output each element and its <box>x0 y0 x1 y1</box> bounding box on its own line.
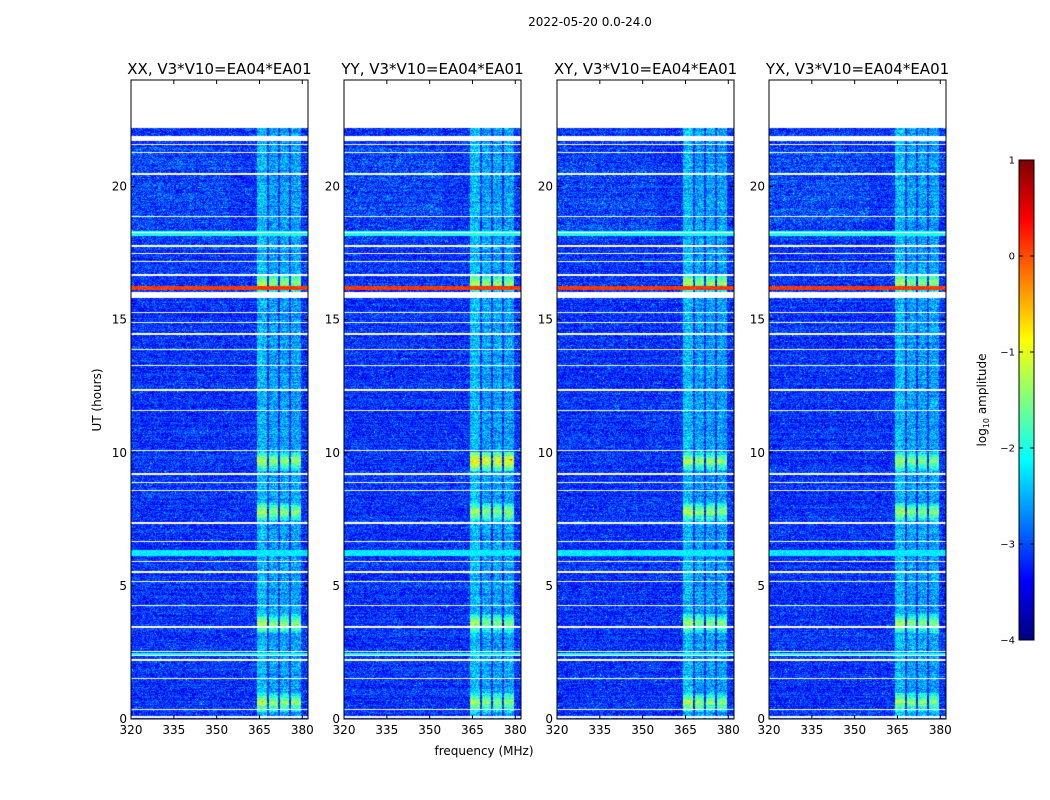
panel-4: YX, V3*V10=EA04*EA01 320 335 350 365 380 0 5 10 1… <box>750 60 952 737</box>
x-tick-label: 320 <box>758 723 781 737</box>
panel-title-2: YY, V3*V10=EA04*EA01 <box>340 60 523 78</box>
x-tick-label: 335 <box>800 723 823 737</box>
spectrogram-image-1 <box>131 80 308 719</box>
y-tick-label: 10 <box>750 446 765 460</box>
x-tick-label: 380 <box>504 723 527 737</box>
panel-frame-1 <box>130 79 309 720</box>
spectrogram-image-4 <box>769 80 946 719</box>
y-tick-label: 0 <box>757 712 765 726</box>
colorbar-scale <box>1018 159 1035 641</box>
y-tick-label: 0 <box>119 712 127 726</box>
panel-title-1: XX, V3*V10=EA04*EA01 <box>127 60 311 78</box>
colorbar-tick-label: −3 <box>1000 540 1015 551</box>
x-tick-label: 365 <box>461 723 484 737</box>
x-tick-label: 335 <box>375 723 398 737</box>
x-tick-label: 350 <box>843 723 866 737</box>
spectrogram-image-3 <box>557 80 734 719</box>
x-tick-label: 335 <box>588 723 611 737</box>
y-tick-label: 20 <box>325 180 340 194</box>
x-tick-label: 350 <box>205 723 228 737</box>
y-tick-label: 5 <box>757 579 765 593</box>
panel-2: YY, V3*V10=EA04*EA01 320 335 350 365 380 0 5 10 1… <box>325 60 527 737</box>
y-tick-label: 10 <box>112 446 127 460</box>
panel-frame-2 <box>343 79 522 720</box>
colorbar-tick-label: −4 <box>1000 636 1015 647</box>
x-axis-label: frequency (MHz) <box>434 744 533 758</box>
panel-frame-3 <box>556 79 735 720</box>
panel-frame-4 <box>768 79 947 720</box>
y-tick-label: 10 <box>538 446 553 460</box>
colorbar-tick-label: −2 <box>1000 444 1015 455</box>
spectrogram-image-2 <box>344 80 521 719</box>
x-tick-label: 380 <box>717 723 740 737</box>
colorbar-tick-label: −1 <box>1000 348 1015 359</box>
panel-1: XX, V3*V10=EA04*EA01 320 335 350 365 380 0 5 10 1… <box>112 60 314 737</box>
y-tick-label: 5 <box>332 579 340 593</box>
y-axis-label: UT (hours) <box>90 368 104 431</box>
x-tick-label: 365 <box>674 723 697 737</box>
colorbar: −4 −3 −2 −1 0 1 log10 amplitude <box>975 156 1035 647</box>
y-tick-label: 10 <box>325 446 340 460</box>
panels-group: XX, V3*V10=EA04*EA01 320 335 350 365 380 0 5 10 1… <box>112 60 952 737</box>
y-tick-label: 15 <box>538 313 553 327</box>
figure-suptitle: 2022-05-20 0.0-24.0 <box>528 15 652 29</box>
x-tick-label: 350 <box>418 723 441 737</box>
y-tick-label: 20 <box>750 180 765 194</box>
x-tick-label: 320 <box>546 723 569 737</box>
x-tick-label: 380 <box>929 723 952 737</box>
y-tick-label: 0 <box>545 712 553 726</box>
x-tick-label: 365 <box>248 723 271 737</box>
panel-3: XY, V3*V10=EA04*EA01 320 335 350 365 380 0 5 10 1… <box>538 60 740 737</box>
y-tick-label: 15 <box>112 313 127 327</box>
panel-title-3: XY, V3*V10=EA04*EA01 <box>554 60 737 78</box>
x-tick-label: 380 <box>291 723 314 737</box>
x-tick-label: 350 <box>631 723 654 737</box>
y-tick-label: 5 <box>119 579 127 593</box>
x-tick-label: 320 <box>333 723 356 737</box>
y-tick-label: 0 <box>332 712 340 726</box>
colorbar-tick-label: 1 <box>1009 156 1015 167</box>
colorbar-tick-label: 0 <box>1009 252 1015 263</box>
y-tick-label: 20 <box>538 180 553 194</box>
x-tick-label: 335 <box>162 723 185 737</box>
y-tick-label: 15 <box>325 313 340 327</box>
x-tick-label: 320 <box>120 723 143 737</box>
x-tick-label: 365 <box>886 723 909 737</box>
y-tick-label: 20 <box>112 180 127 194</box>
colorbar-label: log10 amplitude <box>975 354 991 447</box>
y-tick-label: 5 <box>545 579 553 593</box>
y-tick-label: 15 <box>750 313 765 327</box>
panel-title-4: YX, V3*V10=EA04*EA01 <box>765 60 949 78</box>
